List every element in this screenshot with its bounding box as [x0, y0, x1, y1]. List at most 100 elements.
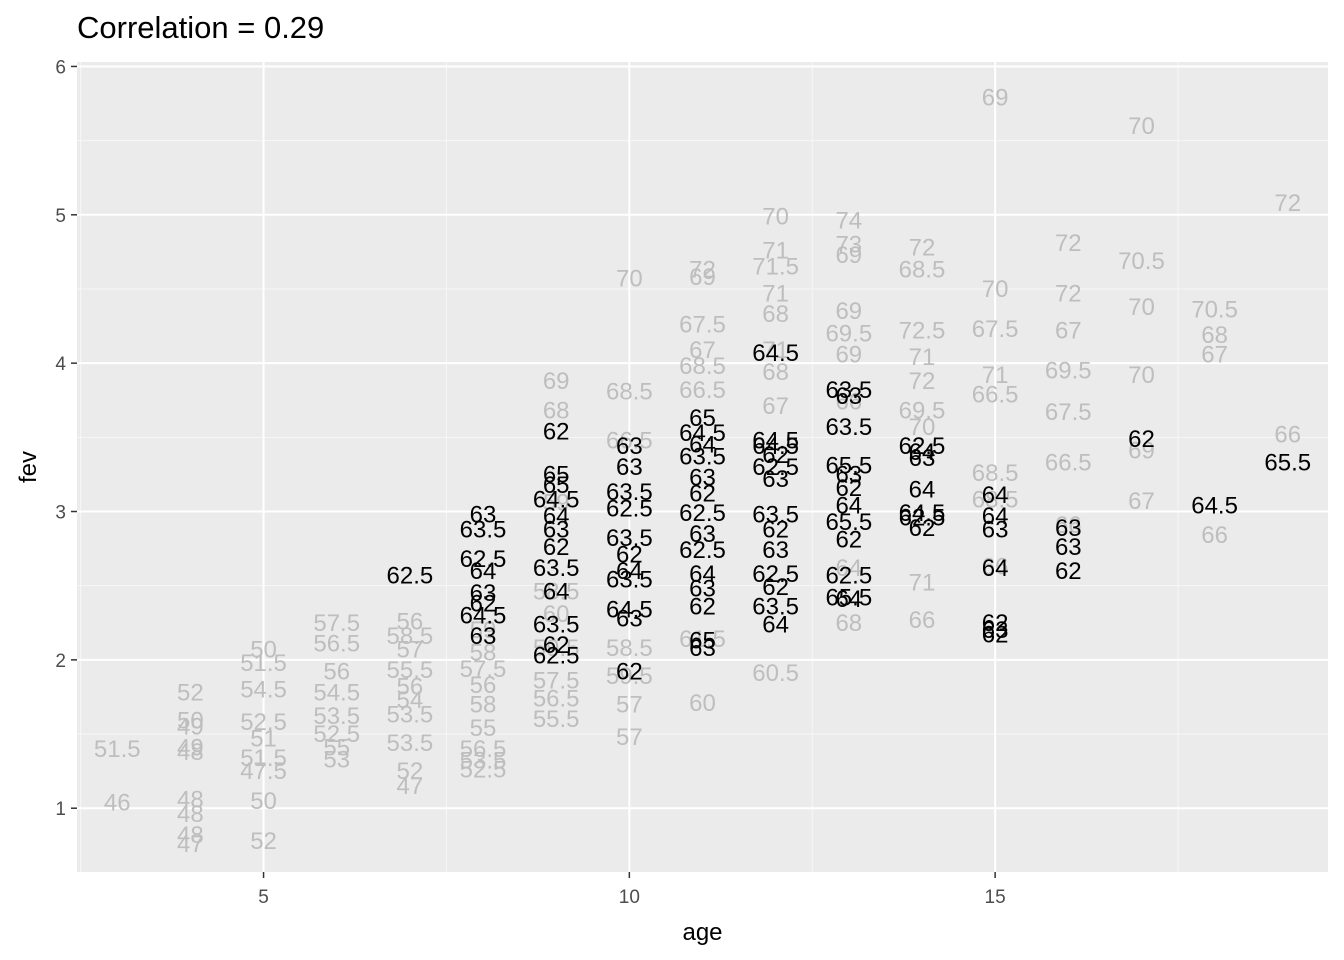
data-point-label: 66	[835, 389, 862, 416]
data-point-label: 66	[1201, 522, 1228, 549]
data-point-label: 49	[177, 734, 204, 761]
data-point-label: 50	[250, 788, 277, 815]
data-point-label: 70	[1128, 362, 1155, 389]
data-point-label: 58.5	[533, 579, 580, 606]
data-point-label: 63	[1055, 534, 1082, 561]
data-point-label: 47.5	[240, 758, 287, 785]
data-point-label: 71	[762, 280, 789, 307]
data-point-label: 48	[177, 739, 204, 766]
data-point-label: 64.5	[460, 602, 507, 629]
data-point-label: 66.5	[679, 377, 726, 404]
data-point-label: 67	[689, 337, 716, 364]
data-point-label: 63	[762, 537, 789, 564]
data-point-label: 63.5	[679, 444, 726, 471]
data-point-label: 63.5	[825, 414, 872, 441]
data-point-label: 53.5	[387, 730, 434, 757]
data-point-label: 63	[982, 617, 1009, 644]
data-point-label: 64	[909, 439, 936, 466]
data-point-label: 63	[470, 580, 497, 607]
y-tick-label: 3	[55, 503, 66, 524]
data-point-label: 63	[835, 461, 862, 488]
data-point-label: 59	[543, 490, 570, 517]
data-point-label: 70.5	[1191, 297, 1238, 324]
data-point-label: 68	[1201, 322, 1228, 349]
data-point-label: 63.5	[533, 555, 580, 582]
data-point-label: 69	[835, 298, 862, 325]
data-point-label: 56	[470, 672, 497, 699]
data-point-label: 64	[835, 493, 862, 520]
data-point-label: 62.5	[752, 454, 799, 481]
data-point-label: 63.5	[752, 593, 799, 620]
data-point-label: 55	[470, 715, 497, 742]
data-point-label: 68.5	[972, 487, 1019, 514]
plot-panel	[77, 62, 1328, 872]
data-point-label: 53.5	[387, 702, 434, 729]
data-point-label: 65.5	[825, 453, 872, 480]
data-point-label: 64	[470, 558, 497, 585]
data-point-label: 64	[909, 476, 936, 503]
data-point-label: 62	[835, 475, 862, 502]
data-point-label: 47	[397, 773, 424, 800]
data-point-label: 56	[397, 608, 424, 635]
data-point-label: 68.5	[972, 460, 1019, 487]
x-tick-label: 5	[258, 887, 269, 908]
data-point-label: 72	[909, 234, 936, 261]
data-point-label: 66	[982, 553, 1009, 580]
data-point-label: 52	[177, 679, 204, 706]
data-point-label: 69	[1128, 438, 1155, 465]
data-point-label: 51.5	[94, 736, 141, 763]
data-point-label: 70	[1128, 113, 1155, 140]
data-point-label: 65.5	[825, 509, 872, 536]
data-point-label: 68	[835, 610, 862, 637]
data-point-label: 65.5	[1264, 450, 1311, 477]
data-point-label: 63.5	[606, 525, 653, 552]
data-point-label: 64	[982, 482, 1009, 509]
data-point-label: 58.5	[606, 635, 653, 662]
data-point-label: 62.5	[533, 642, 580, 669]
data-point-label: 71	[909, 570, 936, 597]
data-point-label: 62	[762, 574, 789, 601]
data-point-label: 65	[543, 461, 570, 488]
data-point-label: 71	[762, 337, 789, 364]
data-point-label: 50	[177, 708, 204, 735]
data-point-label: 56	[323, 659, 350, 686]
data-point-label: 64.5	[899, 500, 946, 527]
data-point-label: 64	[835, 586, 862, 613]
data-point-label: 48	[177, 822, 204, 849]
data-point-label: 63	[470, 623, 497, 650]
data-point-label: 55.5	[387, 657, 434, 684]
data-point-label: 62	[470, 590, 497, 617]
data-point-label: 62	[689, 593, 716, 620]
data-point-label: 63.5	[752, 501, 799, 528]
data-point-label: 62	[616, 659, 643, 686]
data-point-label: 66	[909, 607, 936, 634]
data-point-label: 66.5	[972, 381, 1019, 408]
data-point-label: 52.5	[240, 709, 287, 736]
data-point-label: 72	[909, 368, 936, 395]
data-point-label: 68.5	[606, 378, 653, 405]
data-point-label: 63	[689, 576, 716, 603]
y-tick-label: 6	[55, 57, 66, 78]
data-point-label: 62	[1128, 426, 1155, 453]
data-points: 51.5465250494948484848475051.554.552.551…	[94, 85, 1311, 858]
data-point-label: 67	[1055, 318, 1082, 345]
data-point-label: 62	[909, 515, 936, 542]
data-point-label: 51.5	[240, 745, 287, 772]
data-point-label: 57.5	[313, 610, 360, 637]
data-point-label: 69	[982, 85, 1009, 112]
data-point-label: 64.5	[752, 427, 799, 454]
data-point-label: 64.5	[533, 487, 580, 514]
data-point-label: 62	[543, 534, 570, 561]
data-point-label: 63	[616, 454, 643, 481]
data-point-label: 73	[835, 231, 862, 258]
chart-title: Correlation = 0.29	[77, 10, 325, 45]
data-point-label: 71	[762, 237, 789, 264]
data-point-label: 62	[543, 418, 570, 445]
data-point-label: 70.5	[1118, 248, 1165, 275]
data-point-label: 55.5	[533, 706, 580, 733]
data-point-label: 64	[982, 503, 1009, 530]
data-point-label: 69	[689, 264, 716, 291]
data-point-label: 69	[835, 341, 862, 368]
data-point-label: 47	[177, 831, 204, 858]
